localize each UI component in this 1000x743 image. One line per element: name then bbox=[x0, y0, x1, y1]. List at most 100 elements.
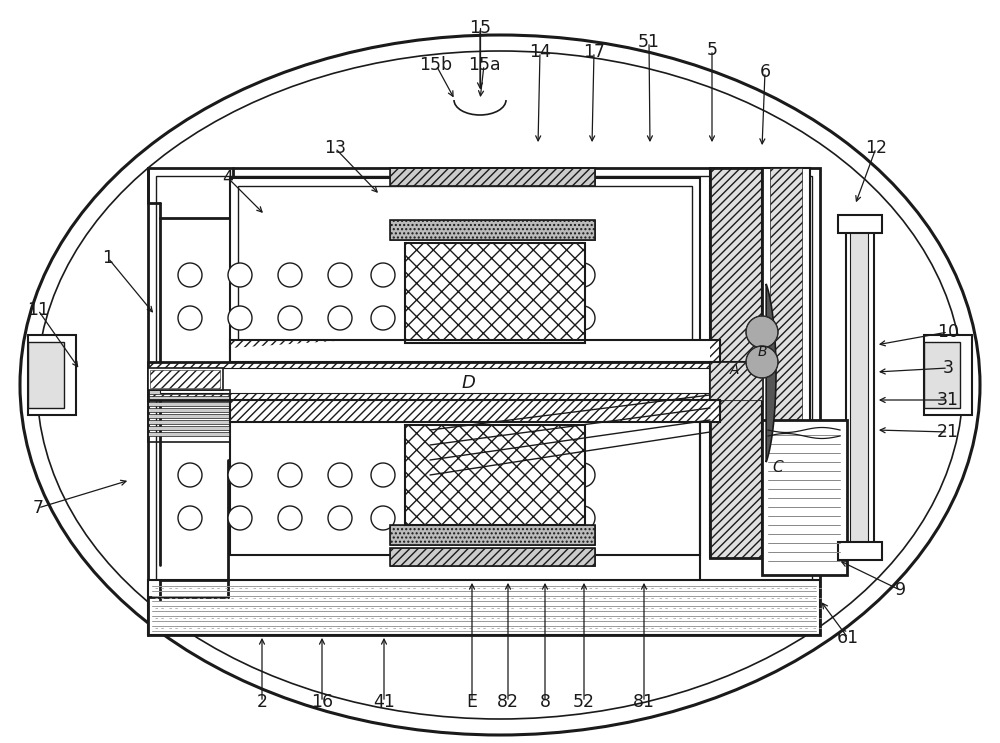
Bar bbox=[390, 548, 595, 566]
Bar bbox=[238, 186, 692, 365]
Bar bbox=[148, 368, 223, 390]
Circle shape bbox=[278, 506, 302, 530]
Text: 2: 2 bbox=[256, 693, 268, 711]
Circle shape bbox=[328, 463, 352, 487]
Bar bbox=[405, 243, 585, 343]
Text: 15a: 15a bbox=[468, 56, 500, 74]
Bar bbox=[148, 390, 230, 394]
Bar bbox=[405, 425, 585, 525]
Bar bbox=[770, 168, 802, 558]
Text: 16: 16 bbox=[311, 693, 333, 711]
Bar bbox=[148, 420, 230, 424]
Bar bbox=[230, 395, 700, 555]
Circle shape bbox=[421, 263, 445, 287]
Circle shape bbox=[371, 306, 395, 330]
Text: D: D bbox=[461, 374, 475, 392]
Bar bbox=[710, 168, 762, 558]
Bar bbox=[28, 342, 64, 408]
Circle shape bbox=[228, 506, 252, 530]
Bar bbox=[390, 168, 595, 186]
Circle shape bbox=[371, 463, 395, 487]
Circle shape bbox=[421, 463, 445, 487]
Text: 31: 31 bbox=[937, 391, 959, 409]
Text: 10: 10 bbox=[937, 323, 959, 341]
Bar bbox=[762, 168, 810, 558]
Text: 6: 6 bbox=[759, 63, 771, 81]
Bar bbox=[710, 168, 762, 558]
Text: 52: 52 bbox=[573, 693, 595, 711]
Text: 7: 7 bbox=[32, 499, 44, 517]
Text: 17: 17 bbox=[583, 43, 605, 61]
Text: 13: 13 bbox=[324, 139, 346, 157]
Text: B: B bbox=[757, 345, 767, 359]
Bar bbox=[28, 335, 76, 415]
Circle shape bbox=[278, 463, 302, 487]
Bar bbox=[230, 400, 720, 422]
Circle shape bbox=[371, 263, 395, 287]
Circle shape bbox=[521, 306, 545, 330]
Text: 51: 51 bbox=[638, 33, 660, 51]
Bar bbox=[846, 224, 874, 544]
Bar bbox=[148, 362, 720, 400]
Circle shape bbox=[521, 506, 545, 530]
Circle shape bbox=[421, 306, 445, 330]
Bar bbox=[230, 340, 720, 362]
Bar bbox=[150, 370, 220, 388]
Circle shape bbox=[521, 263, 545, 287]
Bar bbox=[230, 340, 720, 362]
Circle shape bbox=[471, 306, 495, 330]
Text: 15b: 15b bbox=[419, 56, 453, 74]
Bar bbox=[148, 426, 230, 430]
Circle shape bbox=[328, 263, 352, 287]
Text: 14: 14 bbox=[529, 43, 551, 61]
Circle shape bbox=[421, 506, 445, 530]
Text: 82: 82 bbox=[497, 693, 519, 711]
Text: 4: 4 bbox=[223, 169, 233, 187]
Circle shape bbox=[228, 306, 252, 330]
Circle shape bbox=[178, 463, 202, 487]
Bar bbox=[148, 432, 230, 436]
Bar bbox=[390, 220, 595, 240]
Bar bbox=[148, 390, 230, 442]
Bar bbox=[148, 402, 230, 406]
Circle shape bbox=[178, 306, 202, 330]
Bar bbox=[148, 362, 720, 400]
Text: 41: 41 bbox=[373, 693, 395, 711]
Bar bbox=[710, 362, 762, 400]
Bar bbox=[160, 368, 715, 393]
Text: 5: 5 bbox=[706, 41, 718, 59]
Ellipse shape bbox=[20, 35, 980, 735]
Text: 15: 15 bbox=[469, 19, 491, 37]
Circle shape bbox=[471, 463, 495, 487]
Bar bbox=[838, 215, 882, 233]
Text: 8: 8 bbox=[540, 693, 550, 711]
Text: 11: 11 bbox=[27, 301, 49, 319]
Circle shape bbox=[571, 263, 595, 287]
Bar bbox=[230, 178, 700, 373]
Circle shape bbox=[278, 263, 302, 287]
Bar bbox=[230, 400, 720, 422]
Bar bbox=[924, 335, 972, 415]
Circle shape bbox=[471, 263, 495, 287]
Bar bbox=[924, 342, 960, 408]
Circle shape bbox=[228, 263, 252, 287]
Bar bbox=[156, 176, 812, 627]
Circle shape bbox=[178, 506, 202, 530]
Bar bbox=[390, 525, 595, 545]
Text: 9: 9 bbox=[894, 581, 906, 599]
Bar bbox=[148, 168, 820, 635]
Text: A: A bbox=[729, 363, 739, 377]
Bar bbox=[762, 420, 847, 575]
Bar bbox=[405, 243, 585, 343]
Text: 21: 21 bbox=[937, 423, 959, 441]
Circle shape bbox=[178, 263, 202, 287]
Circle shape bbox=[278, 306, 302, 330]
Circle shape bbox=[571, 506, 595, 530]
Polygon shape bbox=[766, 284, 776, 462]
Bar bbox=[148, 414, 230, 418]
Bar bbox=[850, 222, 868, 546]
Circle shape bbox=[521, 463, 545, 487]
Circle shape bbox=[746, 316, 778, 348]
Text: 3: 3 bbox=[942, 359, 954, 377]
Bar bbox=[390, 168, 595, 186]
